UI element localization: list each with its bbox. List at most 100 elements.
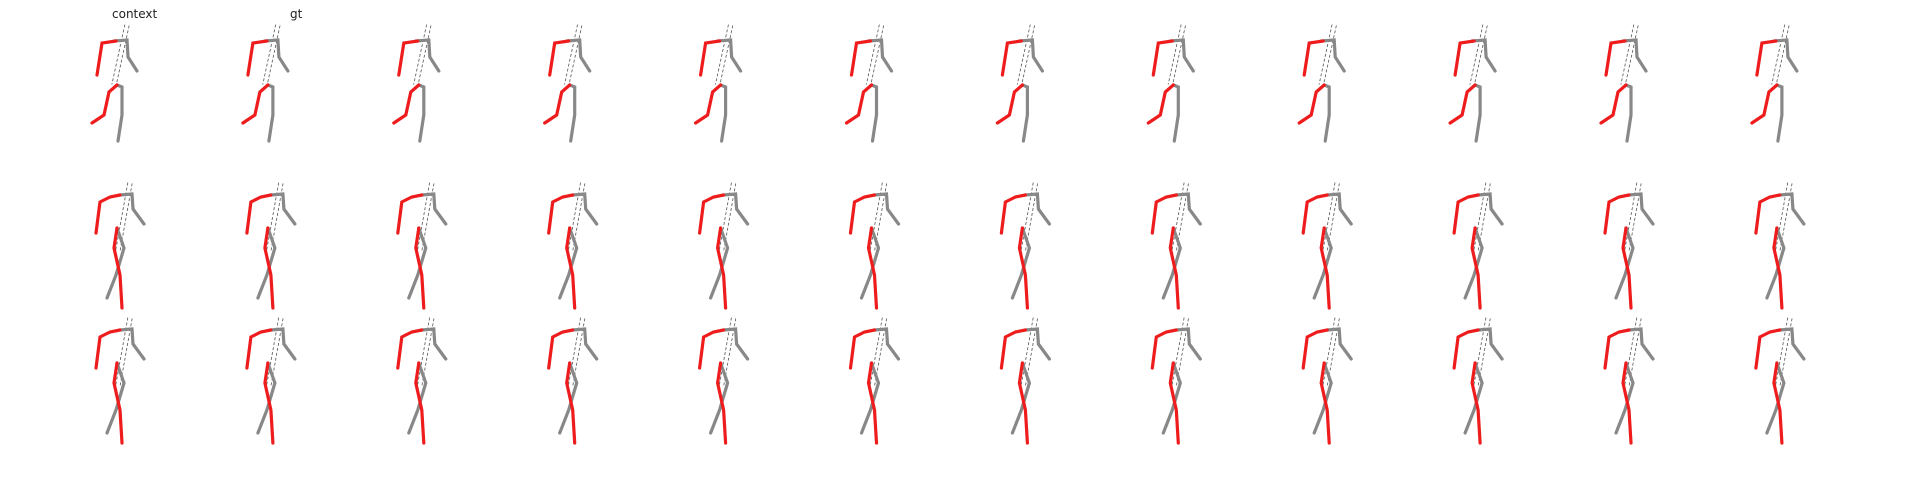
red-limb-1 <box>1452 193 1480 235</box>
gray-limb-2 <box>1312 226 1333 300</box>
red-limb-2 <box>1470 226 1482 310</box>
spine-line-1 <box>1318 24 1333 85</box>
red-limb-1 <box>94 328 122 370</box>
red-limb-2 <box>565 361 577 445</box>
red-limb-1 <box>697 193 726 235</box>
gray-limb-1 <box>571 192 599 226</box>
spine-line-2 <box>266 25 281 86</box>
pose-panel-r1-c12 <box>1750 24 1799 143</box>
gray-limb-2 <box>1463 226 1484 300</box>
pose-panel-r3-c3 <box>396 317 448 445</box>
red-limb-1 <box>1452 328 1480 370</box>
gray-limb-1 <box>1174 192 1202 226</box>
panel-label-gt: gt <box>290 7 303 21</box>
red-limb-2 <box>263 361 275 445</box>
gray-limb-1 <box>269 327 297 361</box>
red-limb-2 <box>392 83 421 125</box>
gray-limb-1 <box>1476 192 1504 226</box>
gray-limb-1 <box>1023 327 1052 361</box>
pose-panel-r1-c6 <box>844 24 894 143</box>
red-limb-2 <box>715 361 728 445</box>
red-limb-2 <box>1319 226 1331 310</box>
spine-line-2 <box>417 25 432 86</box>
red-limb-2 <box>565 226 577 310</box>
gray-limb-1 <box>1168 38 1195 73</box>
spine-line-2 <box>1021 25 1035 86</box>
gray-limb-2 <box>115 83 124 143</box>
red-limb-1 <box>547 193 575 235</box>
red-limb-2 <box>1750 83 1779 125</box>
pose-panel-r2-c9 <box>1301 182 1353 310</box>
red-limb-1 <box>245 328 273 370</box>
gray-limb-1 <box>1325 327 1353 361</box>
gray-limb-1 <box>1325 192 1353 226</box>
pose-panel-r1-c5 <box>693 24 743 143</box>
red-limb-1 <box>999 193 1028 235</box>
pose-panel-r1-c4 <box>543 24 592 143</box>
gray-limb-2 <box>859 226 881 300</box>
red-limb-2 <box>414 361 426 445</box>
spine-line-2 <box>115 25 130 86</box>
gray-limb-1 <box>118 192 146 226</box>
pose-panel-r3-c12 <box>1754 317 1806 445</box>
gray-limb-1 <box>1627 192 1655 226</box>
panel-label-context: context <box>112 7 158 21</box>
red-limb-2 <box>1470 361 1482 445</box>
spine-line-1 <box>564 24 578 85</box>
spine-line-1 <box>111 24 126 85</box>
spine-line-2 <box>719 25 734 86</box>
gray-limb-1 <box>263 38 290 73</box>
red-limb-1 <box>1754 328 1782 370</box>
spine-line-1 <box>715 24 729 85</box>
red-limb-2 <box>90 83 119 125</box>
pose-panel-r1-c10 <box>1448 24 1497 143</box>
gray-limb-1 <box>420 192 448 226</box>
pose-panel-r1-c1 <box>90 24 139 143</box>
red-limb-2 <box>263 226 275 310</box>
red-limb-2 <box>1599 83 1628 125</box>
red-limb-2 <box>715 226 728 310</box>
gray-limb-1 <box>721 192 750 226</box>
gray-limb-2 <box>1614 361 1635 435</box>
gray-limb-1 <box>1476 327 1504 361</box>
spine-line-1 <box>1167 24 1182 85</box>
gray-limb-1 <box>872 192 901 226</box>
gray-limb-1 <box>1174 327 1202 361</box>
red-limb-1 <box>1151 39 1174 77</box>
gray-limb-2 <box>869 83 879 143</box>
red-limb-1 <box>1754 193 1782 235</box>
gray-limb-1 <box>1778 192 1806 226</box>
gray-limb-2 <box>1614 226 1635 300</box>
red-limb-2 <box>543 83 572 125</box>
red-limb-1 <box>1453 39 1476 77</box>
gray-limb-1 <box>571 327 599 361</box>
red-limb-2 <box>1017 226 1030 310</box>
gray-limb-2 <box>708 361 730 435</box>
gray-limb-2 <box>266 83 275 143</box>
spine-line-2 <box>568 25 583 86</box>
gray-limb-1 <box>1621 38 1648 73</box>
red-limb-2 <box>1017 361 1030 445</box>
spine-line-1 <box>1771 24 1786 85</box>
gray-limb-2 <box>407 361 428 435</box>
red-limb-2 <box>1448 83 1477 125</box>
pose-panel-r1-c7 <box>995 24 1045 143</box>
pose-panel-r3-c1 <box>94 317 146 445</box>
gray-limb-1 <box>721 327 750 361</box>
red-limb-2 <box>1772 361 1784 445</box>
spine-line-2 <box>1473 25 1488 86</box>
spine-line-1 <box>865 24 880 85</box>
gray-limb-2 <box>1624 83 1633 143</box>
red-limb-1 <box>1301 328 1329 370</box>
gray-limb-1 <box>1319 38 1346 73</box>
pose-panel-r2-c2 <box>245 182 297 310</box>
red-limb-2 <box>414 226 426 310</box>
red-limb-1 <box>1603 328 1631 370</box>
red-limb-1 <box>397 39 420 77</box>
red-limb-1 <box>697 328 726 370</box>
pose-panel-r2-c7 <box>999 182 1052 310</box>
pose-panel-r2-c11 <box>1603 182 1655 310</box>
red-limb-2 <box>1146 83 1175 125</box>
gray-limb-2 <box>708 226 730 300</box>
